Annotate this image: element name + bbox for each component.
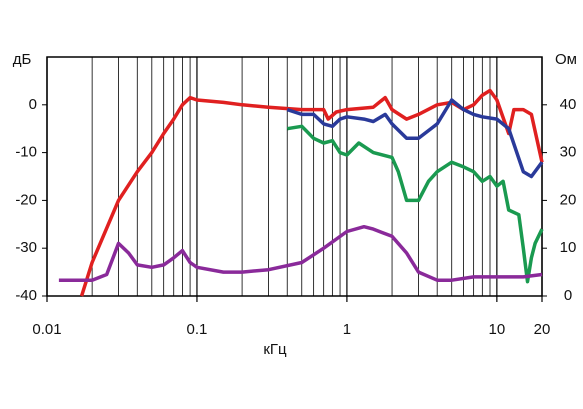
y2-tick-label: 0: [564, 287, 572, 304]
x-tick-label: 10: [489, 321, 506, 338]
y-tick-label: -10: [15, 144, 37, 161]
x-tick-label: 0.01: [32, 321, 61, 338]
y2-axis-label: Ом: [555, 51, 577, 68]
x-axis-label: кГц: [263, 341, 287, 358]
y2-tick-label: 20: [560, 191, 577, 208]
x-tick-label: 1: [343, 321, 351, 338]
series-line: [58, 224, 543, 282]
y2-tick-label: 30: [560, 144, 577, 161]
series-line: [79, 88, 544, 297]
y-tick-label: -20: [15, 191, 37, 208]
y-tick-label: 0: [29, 96, 37, 113]
x-tick-label: 20: [534, 321, 551, 338]
y-axis-label: дБ: [13, 51, 32, 68]
y2-tick-label: 10: [560, 239, 577, 256]
y2-tick-label: 40: [560, 96, 577, 113]
x-tick-label: 0.1: [187, 321, 208, 338]
y-tick-label: -30: [15, 239, 37, 256]
plot-area: [46, 56, 543, 297]
series-line: [286, 98, 544, 179]
y-tick-label: -40: [15, 287, 37, 304]
series-line: [286, 124, 544, 284]
